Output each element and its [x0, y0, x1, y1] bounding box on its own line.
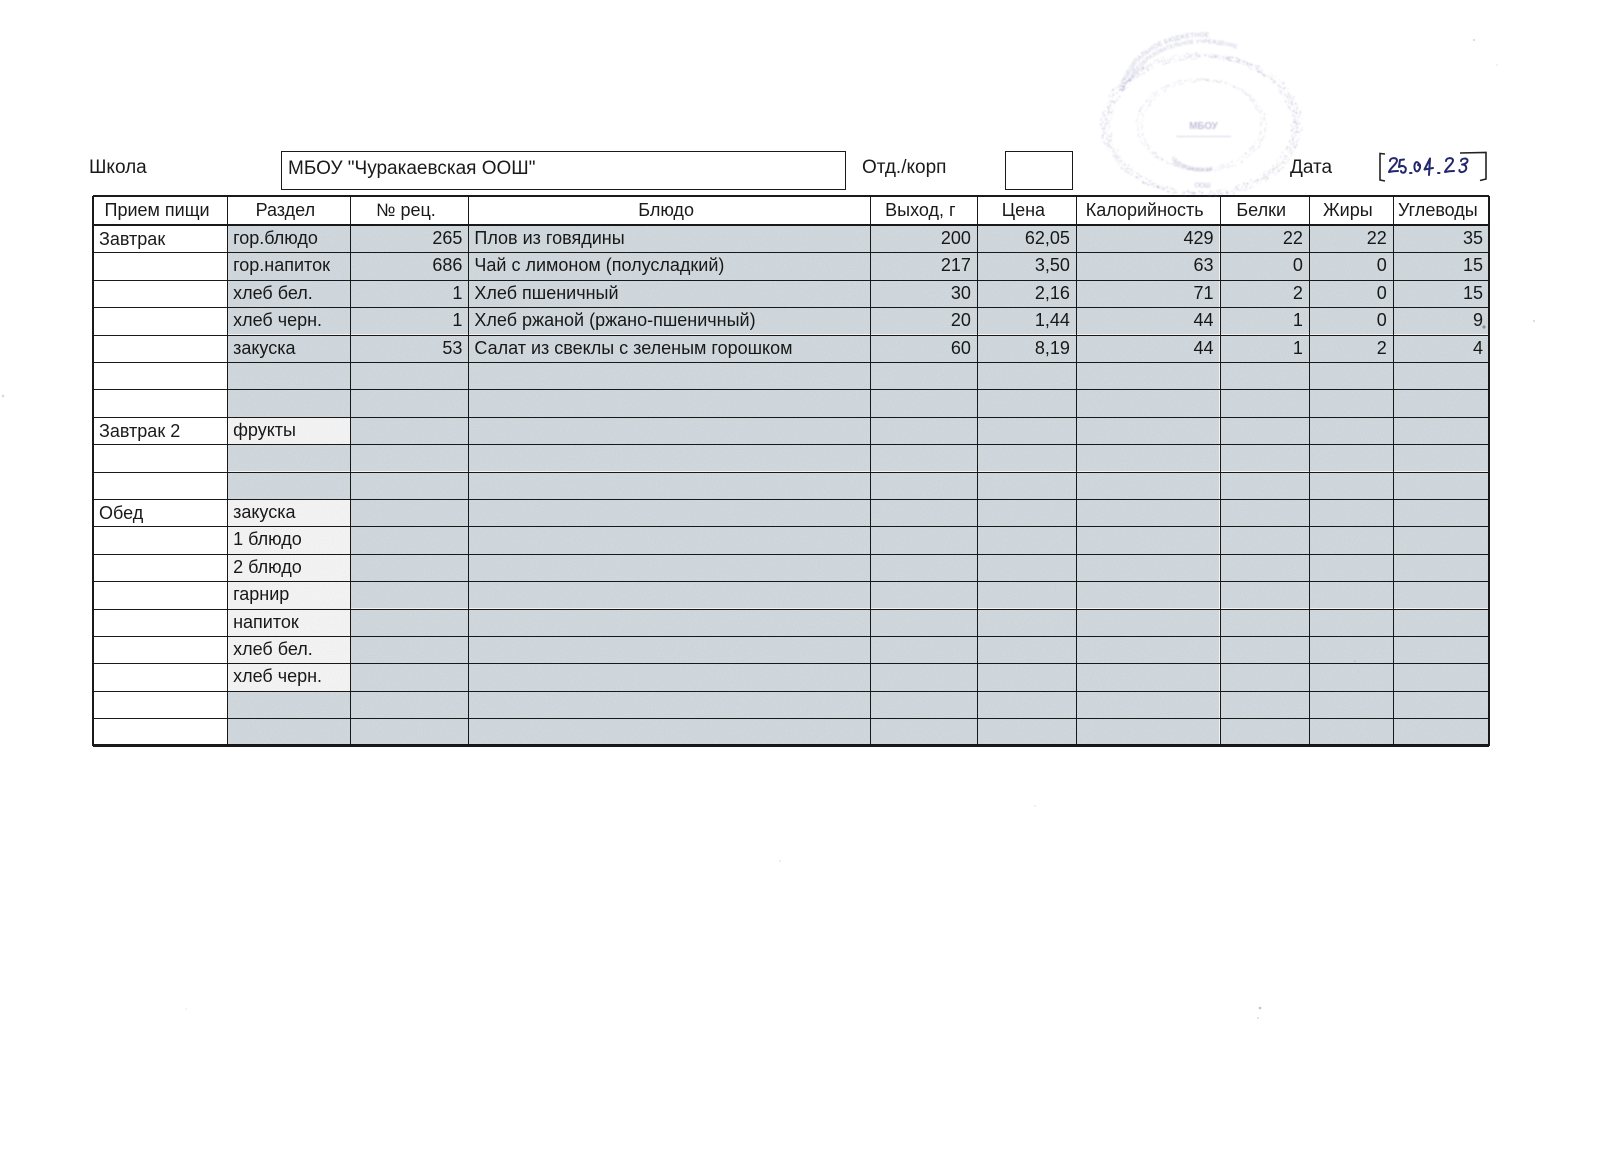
svg-text:ОБЩЕОБРАЗОВАТЕЛЬНОЕ УЧРЕЖДЕНИЕ: ОБЩЕОБРАЗОВАТЕЛЬНОЕ УЧРЕЖДЕНИЕ — [1128, 39, 1238, 83]
svg-text:ООШ: ООШ — [1194, 182, 1211, 190]
svg-text:МБОУ: МБОУ — [1189, 121, 1218, 132]
svg-text:Чуракаевская: Чуракаевская — [1169, 156, 1213, 174]
